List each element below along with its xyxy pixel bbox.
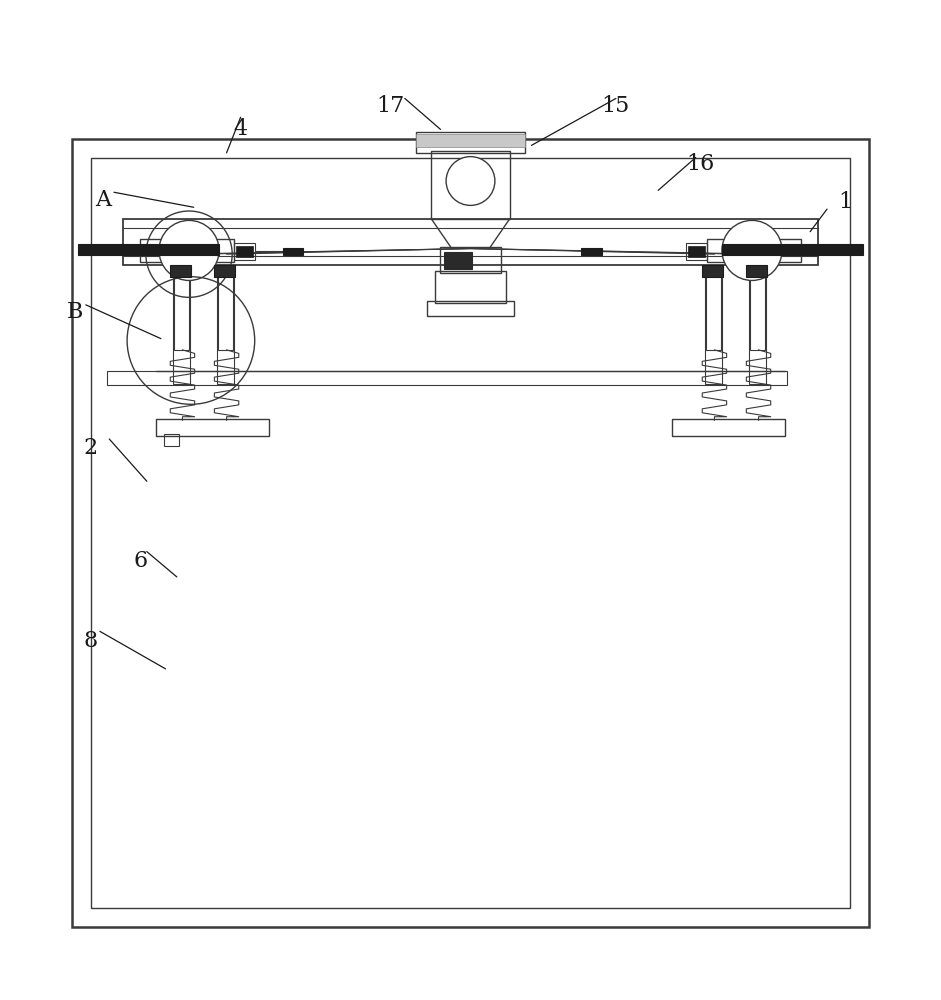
- Bar: [217, 276, 234, 384]
- Bar: [90, 158, 851, 908]
- Bar: [582, 248, 602, 255]
- Bar: [123, 219, 818, 265]
- Text: 6: 6: [134, 550, 148, 572]
- Bar: [750, 275, 765, 350]
- Bar: [236, 246, 253, 257]
- Text: B: B: [67, 301, 83, 323]
- Bar: [431, 151, 510, 219]
- Text: A: A: [95, 189, 111, 211]
- Bar: [186, 243, 207, 258]
- Circle shape: [722, 220, 782, 280]
- Bar: [170, 265, 191, 277]
- Bar: [707, 239, 801, 262]
- Bar: [192, 246, 201, 255]
- Bar: [746, 265, 767, 277]
- Text: 15: 15: [602, 95, 630, 117]
- Bar: [686, 243, 707, 260]
- Bar: [702, 265, 723, 277]
- Bar: [416, 132, 525, 153]
- Bar: [174, 275, 189, 350]
- Bar: [107, 371, 787, 385]
- Bar: [440, 247, 501, 273]
- Bar: [706, 275, 721, 350]
- Bar: [215, 265, 235, 277]
- Bar: [722, 244, 863, 255]
- Bar: [444, 252, 472, 269]
- Bar: [234, 243, 255, 260]
- Bar: [156, 419, 269, 436]
- Bar: [688, 246, 705, 257]
- Bar: [755, 246, 764, 255]
- Circle shape: [446, 157, 495, 205]
- Bar: [749, 276, 766, 384]
- Bar: [672, 419, 785, 436]
- Bar: [140, 239, 234, 262]
- Bar: [705, 276, 722, 384]
- Text: 16: 16: [686, 153, 714, 175]
- Bar: [427, 301, 514, 316]
- Bar: [78, 244, 219, 255]
- Bar: [435, 271, 506, 303]
- Circle shape: [159, 220, 219, 280]
- Text: 8: 8: [84, 630, 98, 652]
- Text: 17: 17: [376, 95, 405, 117]
- Bar: [283, 248, 304, 255]
- Text: 4: 4: [233, 118, 247, 140]
- Text: 2: 2: [84, 437, 98, 459]
- Bar: [164, 434, 179, 446]
- Bar: [416, 134, 525, 147]
- Bar: [218, 275, 233, 350]
- Text: 1: 1: [838, 191, 853, 213]
- Bar: [749, 243, 770, 258]
- Bar: [173, 276, 190, 384]
- Bar: [72, 139, 869, 927]
